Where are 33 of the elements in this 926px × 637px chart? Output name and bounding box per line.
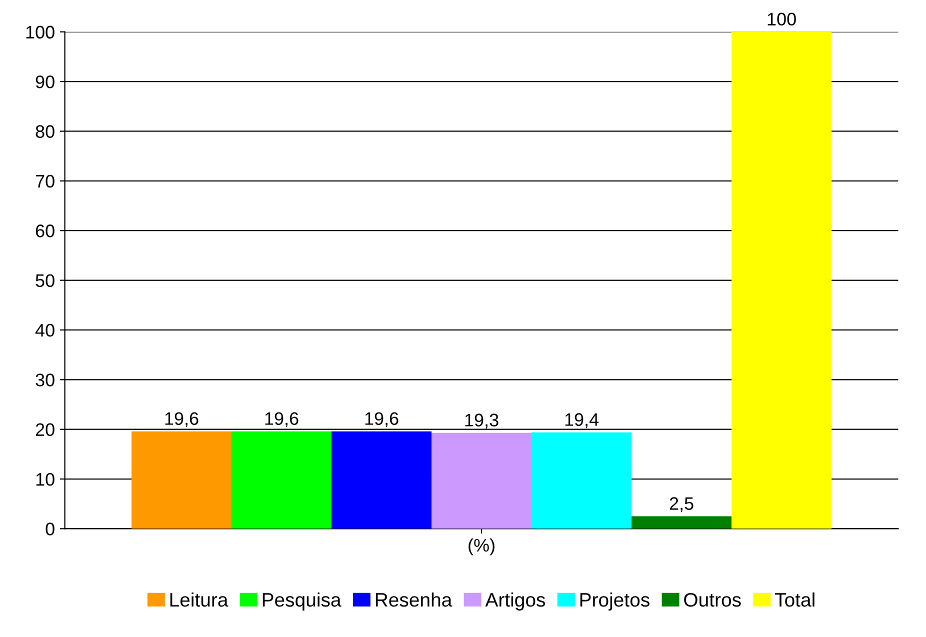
y-tick-label: 0: [46, 522, 54, 536]
y-tick-label: 10: [36, 472, 54, 486]
data-label: 100: [768, 12, 796, 26]
legend-label: Pesquisa: [262, 592, 342, 611]
y-tick-label: 30: [36, 374, 54, 386]
legend-label: Artigos: [485, 592, 546, 611]
y-tick-label: 20: [36, 423, 54, 436]
bar: [432, 432, 532, 529]
bar: [532, 432, 632, 529]
bar: [332, 431, 432, 529]
bar: [732, 32, 832, 529]
legend-label: Total: [775, 592, 814, 607]
data-label: 19,6: [365, 412, 398, 428]
data-label: 19,6: [165, 412, 198, 428]
y-tick-label: 100: [26, 26, 54, 39]
data-label: 19,3: [465, 414, 498, 429]
y-tick-label: 80: [36, 125, 54, 138]
y-tick-label: 90: [36, 75, 54, 88]
bar: [632, 516, 732, 529]
y-tick-label: 70: [36, 174, 54, 188]
data-label: 19,4: [565, 413, 599, 428]
data-label: 2,5: [670, 497, 694, 512]
data-label: 19,6: [265, 412, 298, 428]
y-tick-label: 50: [36, 274, 54, 287]
bar: [232, 431, 332, 529]
legend-label: Projetos: [580, 592, 650, 611]
y-tick-label: 60: [36, 224, 54, 238]
bar: [131, 431, 232, 529]
legend-label: Resenha: [376, 592, 452, 607]
x-tick-label: (%): [468, 538, 494, 556]
y-tick-label: 40: [35, 324, 54, 337]
legend-label: Outros: [684, 592, 741, 607]
legend-label: Leitura: [170, 592, 228, 607]
